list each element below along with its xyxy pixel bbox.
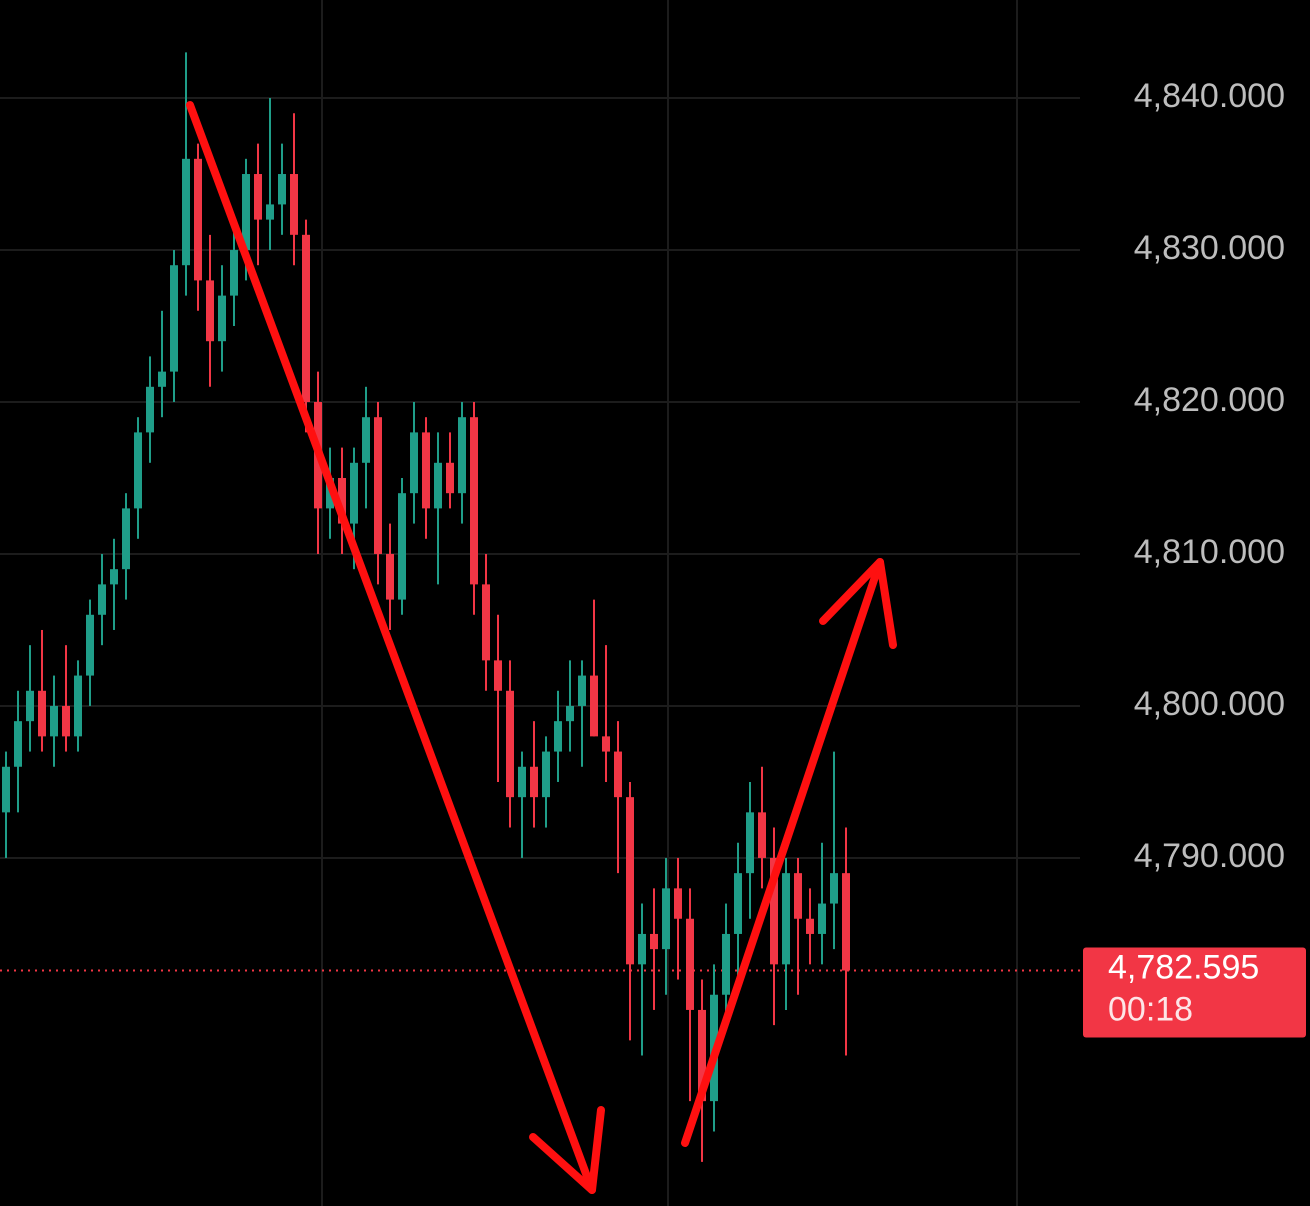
time-grid (321, 0, 1018, 1206)
candle-body (494, 660, 502, 691)
y-tick-label: 4,800.000 (1134, 685, 1285, 723)
candle-body (98, 584, 106, 615)
candle-body (86, 614, 94, 676)
candle-body (782, 873, 790, 965)
candle-body (50, 705, 58, 737)
candle-body (122, 508, 130, 570)
down-arrow-head (529, 1106, 605, 1194)
candle-body (386, 553, 394, 600)
candle-body (254, 174, 262, 220)
candle-body (434, 462, 442, 509)
candle-body (422, 432, 430, 509)
candle-body (134, 432, 142, 509)
up-arrow (681, 558, 884, 1147)
candle-body (38, 690, 46, 737)
y-tick-label: 4,810.000 (1134, 533, 1285, 571)
price-axis: 4,840.000 4,830.000 4,820.000 4,810.000 4,80… (1083, 77, 1306, 1038)
candle-body (146, 386, 154, 433)
candles (2, 52, 850, 1162)
grid (0, 97, 1080, 972)
candle-body (650, 933, 658, 950)
candle-body (458, 417, 466, 494)
annotation-arrows (186, 101, 897, 1194)
candle-body (830, 873, 838, 904)
candle-body (794, 873, 802, 919)
y-tick-label: 4,830.000 (1134, 229, 1285, 267)
candle-body (770, 857, 778, 965)
y-tick-label: 4,840.000 (1134, 77, 1285, 115)
candle-body (374, 417, 382, 554)
price-tag-value: 4,782.595 (1108, 948, 1259, 986)
candle-body (506, 690, 514, 798)
candle-body (818, 903, 826, 934)
candle-body (806, 918, 814, 934)
price-tag (1083, 947, 1306, 1038)
candle-body (542, 751, 550, 798)
candle-body (338, 477, 346, 524)
candle-body (302, 234, 310, 402)
candle-body (362, 417, 370, 463)
candle-body (266, 204, 274, 220)
candle-body (62, 705, 70, 737)
candle-body (698, 1009, 706, 1102)
candle-body (26, 690, 34, 722)
candle-body (746, 812, 754, 874)
candle-body (626, 797, 634, 965)
candle-body (110, 569, 118, 585)
candle-body (74, 675, 82, 737)
candle-body (206, 280, 214, 342)
candle-body (674, 888, 682, 919)
down-arrow (186, 101, 596, 1194)
candle-body (662, 888, 670, 950)
candle-body (278, 174, 286, 205)
candle-body (518, 766, 526, 798)
candle-body (158, 371, 166, 387)
y-tick-label: 4,790.000 (1134, 837, 1285, 875)
candle-body (182, 158, 190, 266)
candle-body (638, 933, 646, 965)
up-arrow-head (819, 558, 897, 649)
candle-body (614, 751, 622, 798)
candle-body (14, 721, 22, 767)
candle-body (290, 174, 298, 235)
price-tag-countdown: 00:18 (1108, 990, 1193, 1028)
candle-body (842, 873, 850, 971)
candle-body (446, 462, 454, 494)
candle-body (470, 417, 478, 585)
candle-body (530, 766, 538, 798)
candle-body (722, 933, 730, 995)
candle-body (590, 675, 598, 737)
candle-body (554, 721, 562, 752)
candle-body (242, 174, 250, 251)
candle-body (230, 250, 238, 296)
candle-body (410, 432, 418, 494)
candle-body (218, 295, 226, 342)
y-tick-label: 4,820.000 (1134, 381, 1285, 419)
candle-body (194, 158, 202, 281)
candle-body (482, 584, 490, 661)
candle-body (602, 736, 610, 752)
candle-body (686, 918, 694, 1010)
candle-body (758, 812, 766, 858)
candle-body (398, 493, 406, 600)
candle-body (566, 705, 574, 722)
candle-body (170, 265, 178, 372)
candle-body (2, 766, 10, 813)
candle-body (734, 873, 742, 934)
candle-body (350, 462, 358, 524)
candle-body (578, 675, 586, 706)
